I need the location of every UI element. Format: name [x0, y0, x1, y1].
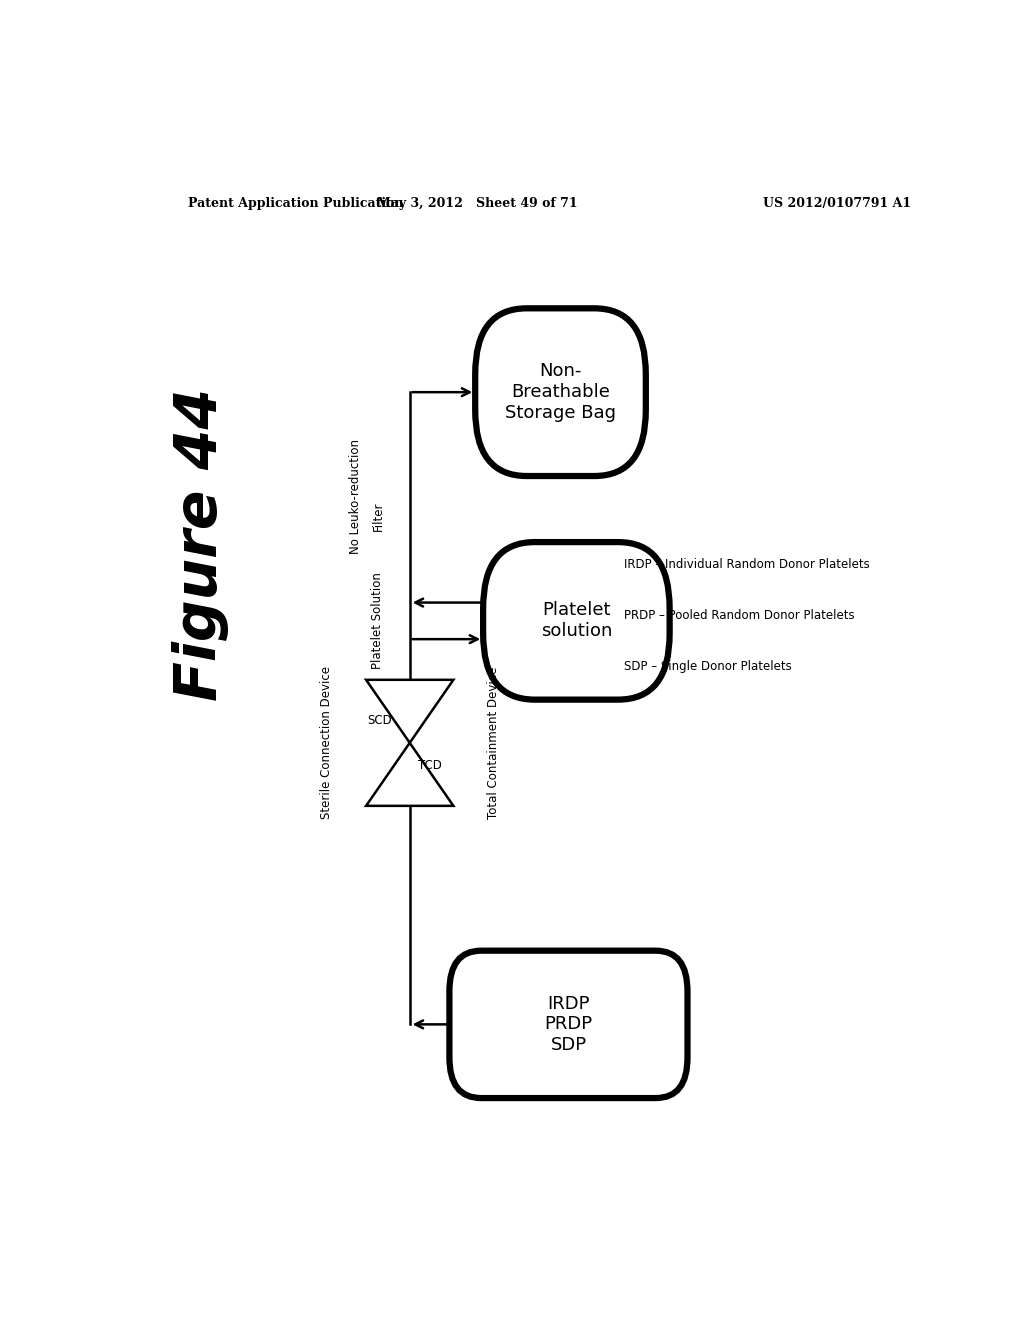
Polygon shape: [367, 743, 454, 805]
Text: IRDP
PRDP
SDP: IRDP PRDP SDP: [545, 994, 593, 1055]
FancyBboxPatch shape: [483, 543, 670, 700]
Text: Filter: Filter: [372, 502, 384, 532]
Text: Platelet Solution: Platelet Solution: [372, 573, 384, 669]
Text: Figure 44: Figure 44: [172, 388, 228, 701]
Text: IRDP – Individual Random Donor Platelets: IRDP – Individual Random Donor Platelets: [624, 558, 869, 572]
FancyBboxPatch shape: [450, 950, 687, 1098]
Text: TCD: TCD: [418, 759, 441, 772]
FancyBboxPatch shape: [475, 309, 646, 477]
Text: May 3, 2012   Sheet 49 of 71: May 3, 2012 Sheet 49 of 71: [377, 197, 578, 210]
Text: Patent Application Publication: Patent Application Publication: [187, 197, 403, 210]
Text: Platelet
solution: Platelet solution: [541, 602, 612, 640]
Text: SCD: SCD: [368, 714, 392, 727]
Text: PRDP – Pooled Random Donor Platelets: PRDP – Pooled Random Donor Platelets: [624, 610, 855, 622]
Text: US 2012/0107791 A1: US 2012/0107791 A1: [763, 197, 911, 210]
Text: Non-
Breathable
Storage Bag: Non- Breathable Storage Bag: [505, 363, 616, 422]
Text: SDP – Single Donor Platelets: SDP – Single Donor Platelets: [624, 660, 792, 673]
Text: Sterile Connection Device: Sterile Connection Device: [319, 667, 333, 820]
Polygon shape: [367, 680, 454, 743]
Text: Total Containment Device: Total Containment Device: [486, 667, 500, 818]
Text: No Leuko-reduction: No Leuko-reduction: [349, 438, 362, 554]
